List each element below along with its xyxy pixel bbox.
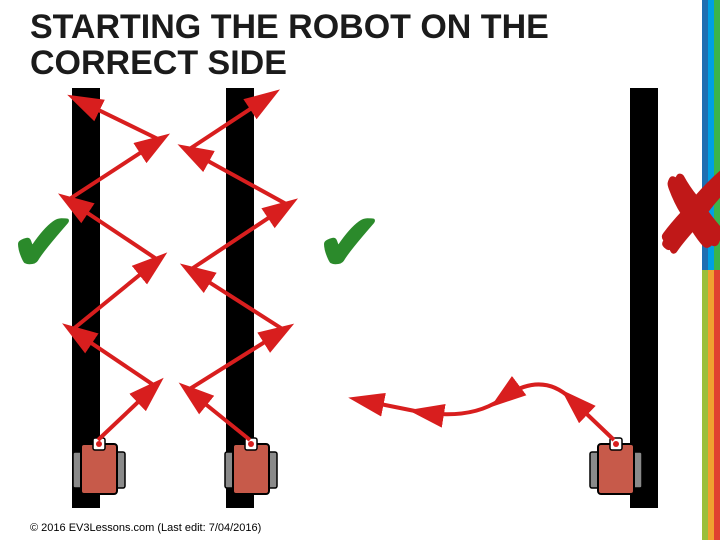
- check-mark-1: ✔: [10, 196, 77, 289]
- path-robot-3: [360, 384, 614, 440]
- slide-root: STARTING THE ROBOT ON THE CORRECT SIDE: [0, 0, 720, 540]
- cross-mark: ✘: [650, 150, 720, 278]
- robot-3: [590, 438, 642, 494]
- footer-text: © 2016 EV3Lessons.com (Last edit: 7/04/2…: [30, 522, 261, 534]
- robot-1: [73, 438, 125, 494]
- robot-2: [225, 438, 277, 494]
- check-mark-2: ✔: [316, 196, 383, 289]
